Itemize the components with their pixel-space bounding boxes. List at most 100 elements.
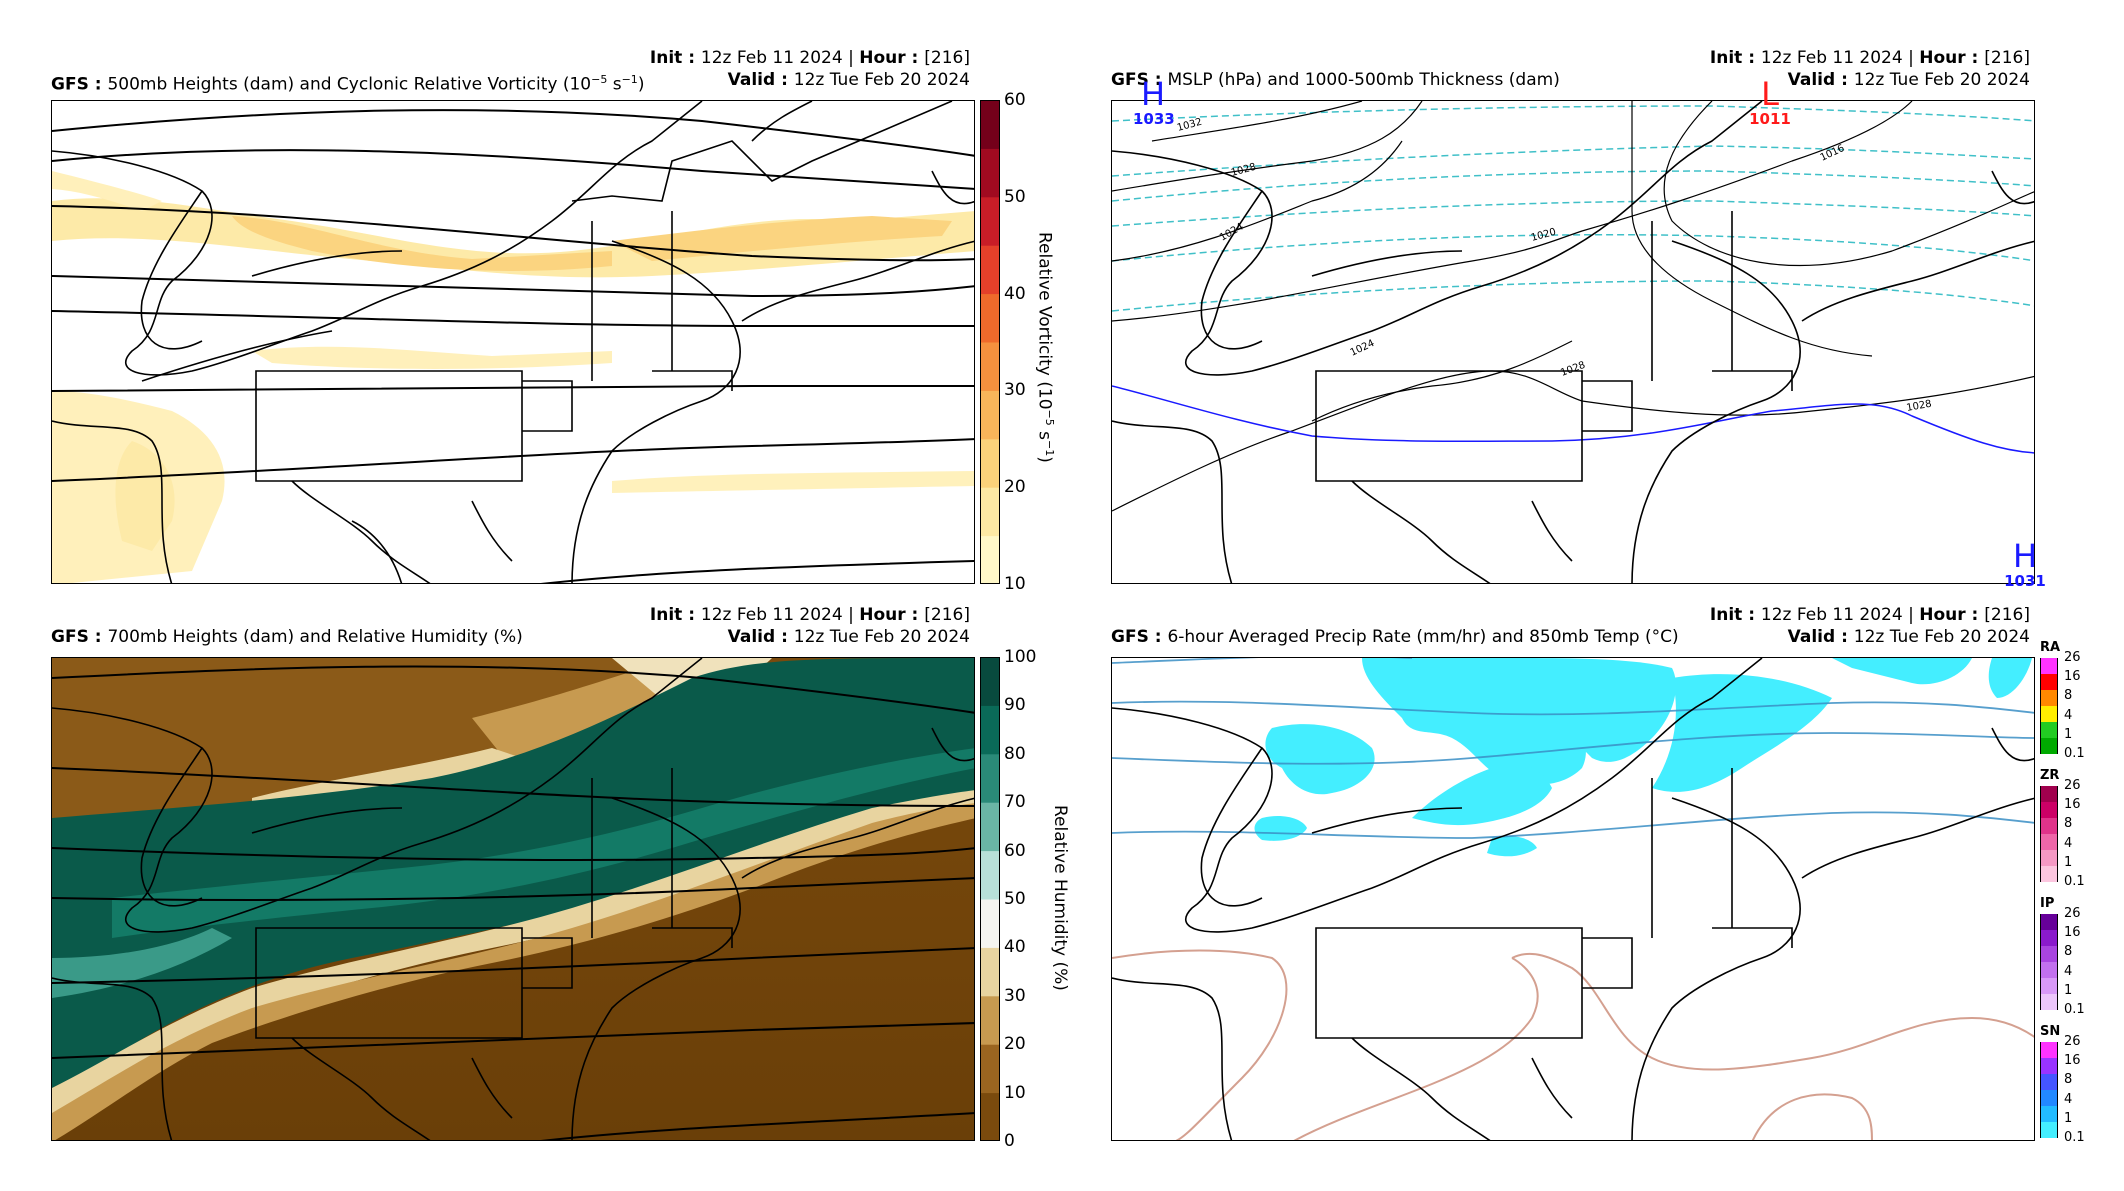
ptype-tick: 16 — [2064, 669, 2081, 685]
ptype-tick: 4 — [2064, 1091, 2073, 1107]
colorbar-tick: 60 — [1004, 90, 1026, 110]
p1-init: Init : 12z Feb 11 2024 | Hour : [216] — [649, 48, 970, 68]
colorbar-tick: 50 — [1004, 889, 1026, 909]
ptype-tick: 26 — [2064, 1034, 2081, 1049]
colorbar-segment — [980, 850, 1000, 900]
ptype-segment — [2040, 850, 2058, 866]
p4-title: GFS : 6-hour Averaged Precip Rate (mm/hr… — [1111, 627, 1679, 647]
isobar-label: 1028 — [1230, 162, 1257, 179]
p1-geography — [52, 101, 974, 583]
p4-init: Init : 12z Feb 11 2024 | Hour : [216] — [1709, 605, 2030, 625]
ptype-tick: 4 — [2064, 963, 2073, 979]
p1-title: GFS : 500mb Heights (dam) and Cyclonic R… — [51, 73, 645, 95]
colorbar-tick: 80 — [1004, 743, 1026, 764]
ptype-segment — [2040, 738, 2058, 754]
ptype-tick: 1 — [2064, 982, 2073, 998]
ptype-tick: 16 — [2064, 797, 2081, 813]
p4-map — [1111, 657, 2035, 1141]
colorbar-tick: 30 — [1004, 380, 1026, 401]
ptype-segment — [2040, 1090, 2058, 1106]
colorbar-tick: 0 — [1004, 1131, 1015, 1151]
p1-vorticity-fill — [52, 171, 974, 583]
colorbar-segment — [980, 342, 1000, 391]
ptype-tick: 8 — [2064, 688, 2073, 704]
ptype-segment — [2040, 946, 2058, 962]
p3-colorbar-ticks: 0 10 20 30 40 50 60 70 80 90 100 — [1004, 647, 1044, 1151]
ptype-segment — [2040, 994, 2058, 1010]
ptype-label: IP — [2040, 896, 2055, 911]
p2-init: Init : 12z Feb 11 2024 | Hour : [216] — [1709, 48, 2030, 68]
p2-isobar-blue — [1112, 385, 2034, 454]
ptype-segment — [2040, 802, 2058, 818]
ptype-tick: 16 — [2064, 925, 2081, 941]
colorbar-segment — [980, 753, 1000, 803]
colorbar-segment — [980, 196, 1000, 246]
p3-colorbar — [980, 657, 1000, 1142]
colorbar-segment — [980, 245, 1000, 295]
ptype-tick: 0.1 — [2064, 746, 2085, 761]
p4-valid: Valid : 12z Tue Feb 20 2024 — [1787, 627, 2030, 647]
ptype-tick: 4 — [2064, 707, 2073, 723]
colorbar-segment — [980, 1044, 1000, 1094]
ptype-tick: 8 — [2064, 816, 2073, 832]
p2-valid: Valid : 12z Tue Feb 20 2024 — [1787, 70, 2030, 90]
ptype-segment — [2040, 1058, 2058, 1074]
colorbar-tick: 70 — [1004, 792, 1026, 813]
p4-ptype-legends: RA 26 16 8 4 1 0.1 ZR 26 16 8 4 1 0.1 IP 26 16 8 4 1 0.1 SN 26… — [2040, 640, 2110, 1150]
colorbar-tick: 20 — [1004, 1034, 1026, 1055]
colorbar-segment — [980, 535, 1000, 585]
ptype-segment — [2040, 1122, 2058, 1138]
ptype-tick: 8 — [2064, 1072, 2073, 1088]
colorbar-segment — [980, 390, 1000, 440]
p3-height-contours — [52, 665, 974, 1140]
p2-high-2: H 1031 — [2004, 537, 2046, 590]
ptype-tick: 26 — [2064, 906, 2081, 921]
colorbar-tick: 50 — [1004, 186, 1026, 207]
colorbar-tick: 30 — [1004, 985, 1026, 1006]
colorbar-tick: 10 — [1004, 1082, 1026, 1103]
p4-temp-lines — [1112, 658, 2034, 839]
ptype-tick: 4 — [2064, 835, 2073, 851]
ptype-segment — [2040, 658, 2058, 674]
ptype-tick: 1 — [2064, 726, 2073, 742]
ptype-tick: 16 — [2064, 1053, 2081, 1069]
isobar-label: 1028 — [1906, 399, 1933, 414]
ptype-tick: 0.1 — [2064, 1130, 2085, 1145]
p3-colorbar-title: Relative Humidity (%) — [1050, 805, 1070, 991]
ptype-segment — [2040, 866, 2058, 882]
ptype-tick: 1 — [2064, 1110, 2073, 1126]
p4-snow-precip — [1254, 658, 2032, 857]
ptype-tick: 26 — [2064, 778, 2081, 793]
ptype-tick: 0.1 — [2064, 874, 2085, 889]
p2-title: GFS : MSLP (hPa) and 1000-500mb Thicknes… — [1111, 70, 1560, 90]
ptype-tick: 26 — [2064, 650, 2081, 665]
ptype-segment — [2040, 1074, 2058, 1090]
colorbar-tick: 40 — [1004, 937, 1026, 958]
colorbar-tick: 10 — [1004, 574, 1026, 594]
p3-valid: Valid : 12z Tue Feb 20 2024 — [727, 627, 970, 647]
p2-high-1: H 1033 — [1133, 75, 1175, 128]
p1-colorbar — [980, 100, 1000, 585]
ptype-segment — [2040, 818, 2058, 834]
ptype-segment — [2040, 1106, 2058, 1122]
ptype-segment — [2040, 722, 2058, 738]
isobar-label: 1024 — [1349, 338, 1377, 359]
ptype-label: ZR — [2040, 768, 2060, 783]
colorbar-segment — [980, 947, 1000, 997]
ptype-segment — [2040, 706, 2058, 722]
ptype-segment — [2040, 786, 2058, 802]
p3-title: GFS : 700mb Heights (dam) and Relative H… — [51, 627, 523, 647]
colorbar-segment — [980, 995, 1000, 1045]
colorbar-segment — [980, 657, 1000, 706]
ptype-tick: 8 — [2064, 944, 2073, 960]
colorbar-segment — [980, 899, 1000, 948]
colorbar-segment — [980, 100, 1000, 149]
p4-zero-line — [1112, 949, 2034, 1140]
p2-geography — [1112, 101, 2034, 583]
isobar-label: 1024 — [1218, 221, 1246, 243]
colorbar-tick: 20 — [1004, 477, 1026, 498]
p2-low-1: L 1011 — [1749, 75, 1791, 128]
ptype-segment — [2040, 674, 2058, 690]
p3-geography — [52, 658, 974, 1140]
colorbar-segment — [980, 487, 1000, 537]
